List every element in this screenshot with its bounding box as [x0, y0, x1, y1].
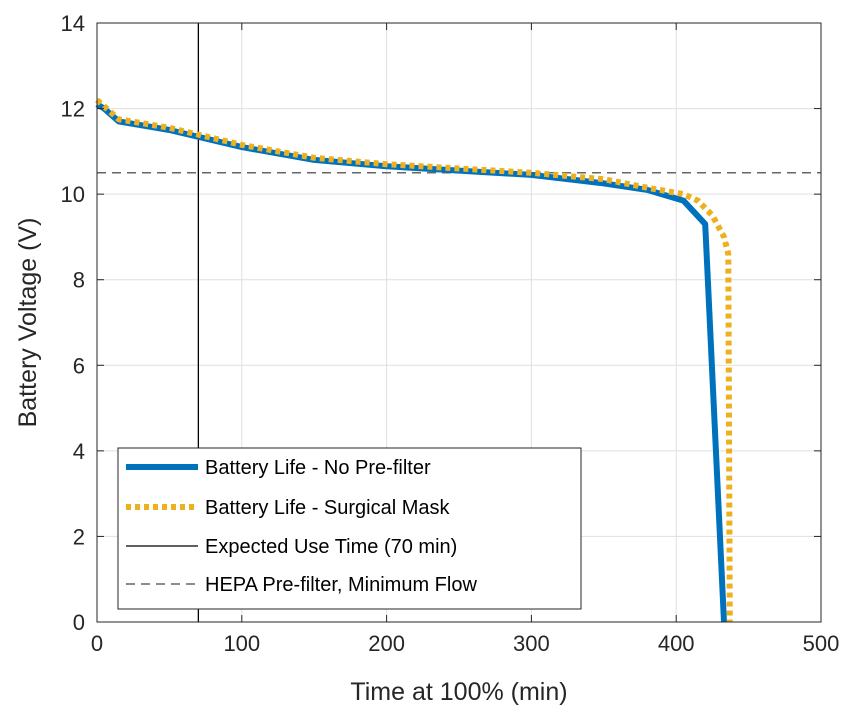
y-tick-label: 12 — [61, 97, 85, 122]
axes-box — [96, 22, 822, 623]
x-axis-label: Time at 100% (min) — [350, 678, 567, 706]
legend-entry-expected-use-time: Expected Use Time (70 min) — [205, 536, 457, 558]
data-series — [95, 97, 733, 623]
y-tick-label: 6 — [73, 353, 85, 378]
legend-entry-no-prefilter: Battery Life - No Pre-filter — [205, 457, 431, 479]
y-tick-label: 4 — [73, 439, 85, 464]
x-tick-label: 300 — [513, 631, 550, 656]
tick-labels: 0 100 200 300 400 500 0 2 4 6 8 10 12 14 — [61, 11, 840, 656]
y-tick-label: 0 — [73, 610, 85, 635]
y-tick-label: 8 — [73, 268, 85, 293]
legend-entry-surgical-mask: Battery Life - Surgical Mask — [205, 497, 451, 519]
y-axis-label: Battery Voltage (V) — [14, 218, 42, 428]
x-tick-label: 400 — [658, 631, 695, 656]
legend-entry-hepa-minimum-flow: HEPA Pre-filter, Minimum Flow — [205, 574, 477, 596]
legend-box — [117, 447, 582, 610]
y-tick-label: 14 — [61, 11, 85, 36]
x-tick-label: 0 — [91, 631, 103, 656]
y-tick-label: 2 — [73, 524, 85, 549]
x-tick-label: 100 — [223, 631, 260, 656]
x-tick-label: 200 — [368, 631, 405, 656]
x-tick-label: 500 — [803, 631, 840, 656]
legend: Battery Life - No Pre-filter Battery Lif… — [117, 447, 582, 610]
y-tick-label: 10 — [61, 182, 85, 207]
series-line-surgical-mask — [95, 97, 733, 623]
axes — [96, 22, 822, 623]
